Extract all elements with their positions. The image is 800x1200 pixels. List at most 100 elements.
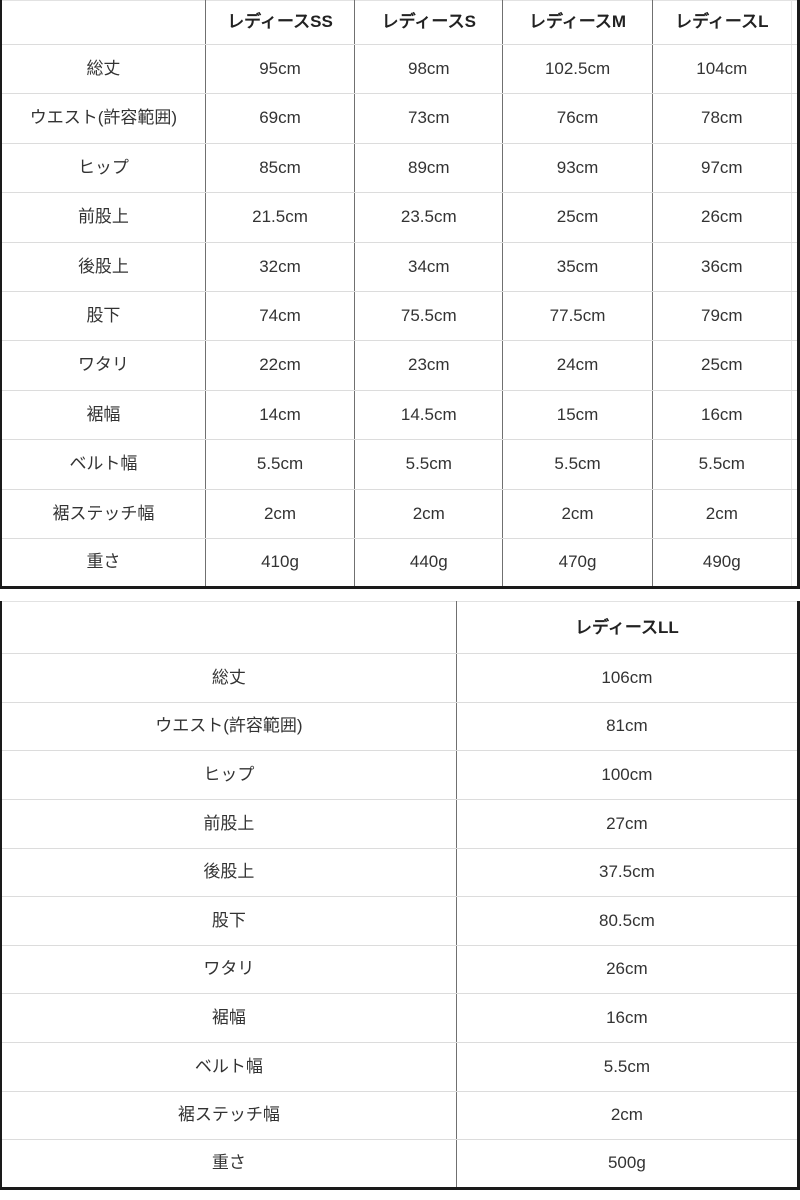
measurement-row: ウエスト(許容範囲) 69cm 73cm 76cm 78cm: [1, 93, 799, 144]
size-table-body: 総丈 95cm 98cm 102.5cm 104cm ウエスト(許容範囲) 69cm 73cm…: [1, 44, 799, 589]
measurement-label: 重さ: [1, 1139, 457, 1189]
measurement-label: 総丈: [1, 653, 457, 703]
edge-spacer-cell: [790, 93, 799, 144]
measurement-label: 総丈: [1, 44, 206, 95]
size-header-row: レディースLL: [1, 601, 799, 655]
measurement-value: 79cm: [651, 291, 792, 342]
measurement-label: 股下: [1, 896, 457, 946]
measurement-label: ワタリ: [1, 340, 206, 391]
measurement-label: ベルト幅: [1, 439, 206, 490]
size-table-ll: レディースLL 総丈 106cm ウエスト(許容範囲) 81cm ヒップ 100cm 前股上…: [0, 601, 800, 1190]
measurement-row: 裾幅 16cm: [1, 993, 799, 1044]
measurement-value: 25cm: [502, 192, 653, 243]
measurement-value: 23.5cm: [354, 192, 503, 243]
measurement-row: ワタリ 26cm: [1, 945, 799, 995]
measurement-row: ウエスト(許容範囲) 81cm: [1, 702, 799, 752]
measurement-label: 重さ: [1, 538, 206, 589]
measurement-value: 89cm: [354, 143, 503, 194]
measurement-value: 98cm: [354, 44, 503, 95]
measurement-label: ヒップ: [1, 143, 206, 194]
empty-corner-cell: [1, 0, 206, 45]
measurement-value: 95cm: [204, 44, 355, 95]
size-column-header: レディースM: [502, 0, 653, 45]
measurement-value: 24cm: [502, 340, 653, 391]
measurement-value: 69cm: [204, 93, 355, 144]
measurement-row: ヒップ 85cm 89cm 93cm 97cm: [1, 143, 799, 194]
measurement-value: 78cm: [651, 93, 792, 144]
measurement-value: 21.5cm: [204, 192, 355, 243]
measurement-row: 裾幅 14cm 14.5cm 15cm 16cm: [1, 390, 799, 441]
measurement-value: 74cm: [204, 291, 355, 342]
measurement-label: 股下: [1, 291, 206, 342]
size-table-body: 総丈 106cm ウエスト(許容範囲) 81cm ヒップ 100cm 前股上 27cm 後股上 3…: [1, 653, 799, 1189]
measurement-value: 34cm: [354, 242, 503, 292]
measurement-value: 16cm: [651, 390, 792, 441]
measurement-value: 32cm: [204, 242, 355, 292]
edge-spacer-cell: [790, 390, 799, 441]
measurement-label: ワタリ: [1, 945, 457, 995]
measurement-value: 14.5cm: [354, 390, 503, 441]
measurement-value: 2cm: [354, 489, 503, 539]
measurement-row: 股下 74cm 75.5cm 77.5cm 79cm: [1, 291, 799, 342]
size-column-header: レディースLL: [455, 601, 799, 655]
measurement-label: ヒップ: [1, 750, 457, 801]
measurement-value: 2cm: [651, 489, 792, 539]
measurement-label: ウエスト(許容範囲): [1, 93, 206, 144]
measurement-label: 後股上: [1, 848, 457, 898]
measurement-value: 80.5cm: [455, 896, 799, 946]
measurement-value: 76cm: [502, 93, 653, 144]
measurement-label: 後股上: [1, 242, 206, 292]
size-column-header: レディースL: [651, 0, 792, 45]
measurement-value: 81cm: [455, 702, 799, 752]
measurement-label: ベルト幅: [1, 1042, 457, 1092]
measurement-value: 2cm: [204, 489, 355, 539]
measurement-row: 後股上 37.5cm: [1, 848, 799, 898]
measurement-label: 裾幅: [1, 993, 457, 1044]
measurement-value: 440g: [354, 538, 503, 589]
measurement-value: 106cm: [455, 653, 799, 703]
measurement-value: 37.5cm: [455, 848, 799, 898]
edge-spacer-cell: [790, 340, 799, 391]
edge-spacer-cell: [790, 143, 799, 194]
measurement-value: 35cm: [502, 242, 653, 292]
measurement-value: 27cm: [455, 799, 799, 849]
measurement-row: 前股上 27cm: [1, 799, 799, 849]
measurement-value: 5.5cm: [651, 439, 792, 490]
measurement-row: 裾ステッチ幅 2cm: [1, 1091, 799, 1141]
measurement-row: ベルト幅 5.5cm: [1, 1042, 799, 1092]
measurement-value: 73cm: [354, 93, 503, 144]
measurement-value: 23cm: [354, 340, 503, 391]
measurement-row: 総丈 95cm 98cm 102.5cm 104cm: [1, 44, 799, 95]
measurement-value: 25cm: [651, 340, 792, 391]
measurement-value: 2cm: [455, 1091, 799, 1141]
measurement-value: 16cm: [455, 993, 799, 1044]
measurement-label: 裾ステッチ幅: [1, 489, 206, 539]
measurement-row: 前股上 21.5cm 23.5cm 25cm 26cm: [1, 192, 799, 243]
measurement-value: 5.5cm: [204, 439, 355, 490]
measurement-value: 15cm: [502, 390, 653, 441]
edge-spacer-cell: [790, 192, 799, 243]
measurement-row: ベルト幅 5.5cm 5.5cm 5.5cm 5.5cm: [1, 439, 799, 490]
edge-spacer-cell: [790, 44, 799, 95]
measurement-value: 2cm: [502, 489, 653, 539]
measurement-value: 14cm: [204, 390, 355, 441]
measurement-value: 5.5cm: [354, 439, 503, 490]
measurement-label: 裾幅: [1, 390, 206, 441]
measurement-row: 重さ 500g: [1, 1139, 799, 1189]
size-column-header: レディースSS: [204, 0, 355, 45]
measurement-value: 93cm: [502, 143, 653, 194]
edge-spacer-cell: [790, 0, 799, 45]
measurement-row: 股下 80.5cm: [1, 896, 799, 946]
size-column-header: レディースS: [354, 0, 503, 45]
edge-spacer-cell: [790, 439, 799, 490]
measurement-value: 36cm: [651, 242, 792, 292]
edge-spacer-cell: [790, 242, 799, 292]
measurement-value: 97cm: [651, 143, 792, 194]
measurement-value: 100cm: [455, 750, 799, 801]
measurement-value: 104cm: [651, 44, 792, 95]
measurement-value: 26cm: [455, 945, 799, 995]
measurement-label: ウエスト(許容範囲): [1, 702, 457, 752]
edge-spacer-cell: [790, 538, 799, 589]
measurement-row: ワタリ 22cm 23cm 24cm 25cm: [1, 340, 799, 391]
